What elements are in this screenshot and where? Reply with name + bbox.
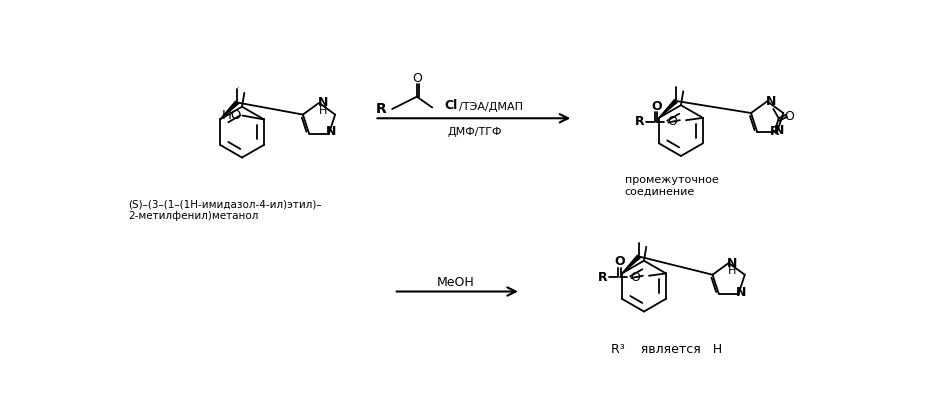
Text: ДМФ/ТГФ: ДМФ/ТГФ bbox=[447, 127, 502, 137]
Text: H: H bbox=[319, 106, 327, 116]
Polygon shape bbox=[220, 101, 238, 120]
Text: N: N bbox=[318, 96, 329, 109]
Text: R³    является   H: R³ является H bbox=[612, 343, 722, 356]
Text: O: O bbox=[651, 100, 662, 113]
Text: H: H bbox=[729, 266, 736, 277]
Text: N: N bbox=[735, 286, 746, 299]
Text: N: N bbox=[727, 257, 737, 270]
Text: промежуточное: промежуточное bbox=[625, 175, 718, 185]
Text: Cl: Cl bbox=[445, 100, 458, 113]
Text: HO: HO bbox=[222, 109, 242, 122]
Text: 2-метилфенил)метанол: 2-метилфенил)метанол bbox=[128, 211, 259, 221]
Text: соединение: соединение bbox=[625, 186, 695, 196]
Polygon shape bbox=[622, 255, 640, 273]
Polygon shape bbox=[659, 100, 677, 118]
Text: R: R bbox=[635, 115, 645, 128]
Text: O: O bbox=[413, 72, 423, 85]
Text: O: O bbox=[631, 271, 640, 284]
Text: ·: · bbox=[236, 84, 238, 93]
Text: N: N bbox=[766, 95, 776, 108]
Text: N: N bbox=[774, 124, 784, 137]
Text: O: O bbox=[784, 110, 795, 123]
Text: O: O bbox=[615, 255, 625, 268]
Text: R: R bbox=[770, 125, 780, 138]
Text: R: R bbox=[598, 271, 608, 284]
Text: R: R bbox=[376, 102, 387, 116]
Text: (S)–(3–(1–(1H-имидазол-4-ил)этил)–: (S)–(3–(1–(1H-имидазол-4-ил)этил)– bbox=[128, 199, 322, 209]
Text: MeOH: MeOH bbox=[436, 276, 474, 289]
Text: N: N bbox=[326, 126, 336, 138]
Text: O: O bbox=[667, 115, 677, 128]
Text: /ТЭА/ДМАП: /ТЭА/ДМАП bbox=[459, 102, 523, 113]
